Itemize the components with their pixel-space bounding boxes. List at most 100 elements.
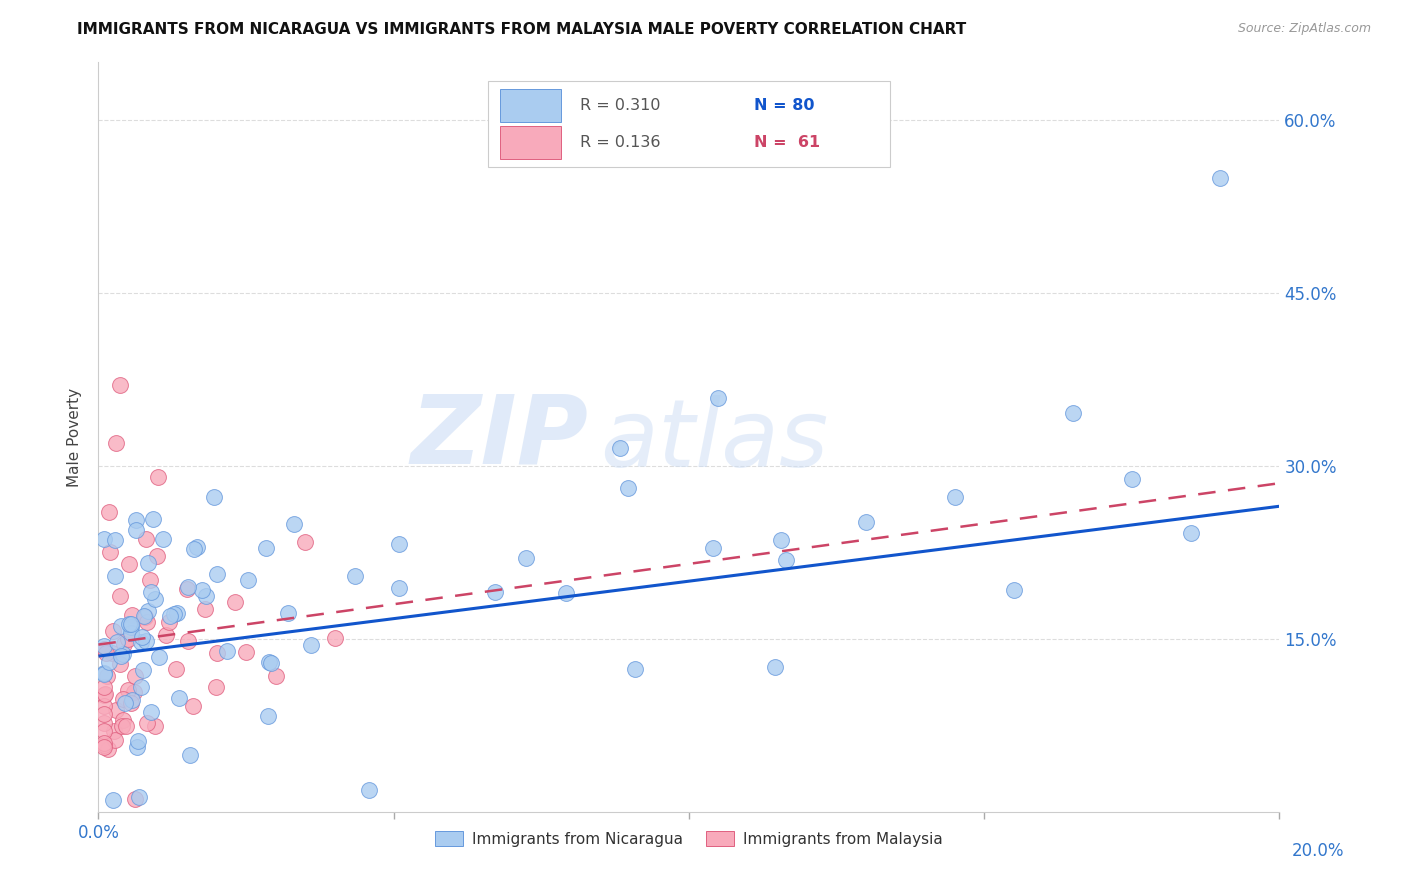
Point [139,705,162,719]
Text: 20.0%: 20.0% [1292,842,1344,860]
Point [93,738,115,752]
Point [93,641,115,656]
Point [120,626,142,640]
Point [101,624,124,639]
Point [357,783,380,797]
Point [1002,582,1025,597]
Point [323,631,346,645]
Point [179,748,201,763]
Point [103,723,125,738]
Point [118,616,141,631]
Point [115,719,138,733]
Point [775,553,797,567]
Point [388,581,411,595]
FancyBboxPatch shape [501,89,561,122]
Point [202,490,225,504]
Point [555,586,578,600]
Point [136,604,159,618]
Point [264,669,287,683]
Point [122,685,145,699]
Point [136,557,159,571]
Point [117,632,139,647]
Point [152,533,174,547]
Point [299,638,322,652]
Point [97,741,120,756]
Point [194,601,217,615]
Point [165,663,187,677]
Point [94,687,117,701]
Point [183,541,205,556]
Point [177,580,200,594]
Point [120,617,142,632]
Point [135,634,157,648]
Point [124,792,146,806]
Point [104,569,127,583]
Point [224,595,246,609]
Point [121,608,143,623]
Point [104,533,127,547]
Point [108,378,131,392]
Point [93,699,115,714]
Point [131,631,153,645]
Point [114,697,136,711]
Point [101,646,124,660]
Point [143,592,166,607]
Point [205,680,228,694]
Point [702,541,724,555]
Point [139,585,162,599]
Point [176,633,198,648]
Point [129,680,152,694]
Point [124,668,146,682]
Point [97,656,120,670]
Point [855,515,877,529]
Point [108,589,131,603]
Point [344,569,367,583]
Point [205,646,228,660]
Point [166,606,188,620]
Point [1209,170,1232,185]
Point [96,669,118,683]
Point [93,639,115,653]
Point [93,688,115,702]
Point [260,656,283,670]
Point [1062,406,1084,420]
Point [257,709,280,723]
Point [283,516,305,531]
Text: ZIP: ZIP [411,391,589,483]
Point [104,733,127,747]
Point [104,703,127,717]
Point [93,667,115,681]
Point [159,608,181,623]
Point [125,523,148,537]
Point [294,535,316,549]
Point [110,648,132,663]
Point [609,441,631,455]
Point [515,550,537,565]
Point [163,607,186,622]
Point [176,582,198,596]
Point [111,713,134,727]
Point [191,582,214,597]
Point [763,660,786,674]
Legend: Immigrants from Nicaragua, Immigrants from Malaysia: Immigrants from Nicaragua, Immigrants fr… [429,825,949,853]
Point [112,691,135,706]
Point [148,470,170,484]
Text: Source: ZipAtlas.com: Source: ZipAtlas.com [1237,22,1371,36]
Point [769,533,792,548]
Point [142,512,165,526]
Point [112,637,135,651]
Point [135,715,157,730]
Point [98,544,121,558]
Point [1121,472,1143,486]
FancyBboxPatch shape [488,81,890,168]
Point [93,716,115,731]
Text: R = 0.310: R = 0.310 [581,98,661,113]
Point [94,646,117,660]
Point [101,793,124,807]
Point [135,532,157,546]
Point [136,615,159,630]
Point [254,541,277,555]
Point [616,481,638,495]
Y-axis label: Male Poverty: Male Poverty [67,387,83,487]
Point [121,693,143,707]
